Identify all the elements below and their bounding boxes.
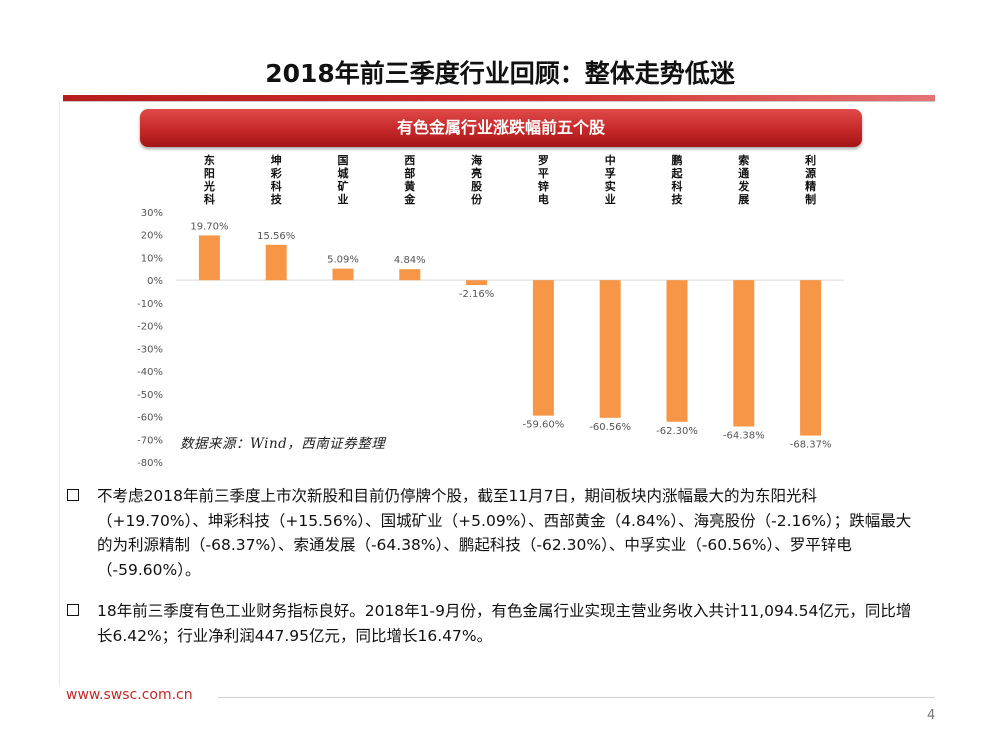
y-tick-label: -20%: [137, 322, 163, 333]
data-label: -60.56%: [589, 422, 631, 433]
y-tick-label: -10%: [137, 299, 163, 310]
y-tick-label: 0%: [147, 276, 163, 287]
data-label: -64.38%: [723, 431, 765, 442]
title-underline-shadow: [63, 101, 935, 102]
data-label: 4.84%: [394, 255, 426, 266]
bullet-item-1: 不考虑2018年前三季度上市次新股和目前仍停牌个股，截至11月7日，期间板块内涨…: [67, 484, 917, 582]
y-tick-label: -50%: [137, 390, 163, 401]
bar: [599, 280, 621, 418]
bullet-text: 18年前三季度有色工业财务指标良好。2018年1-9月份，有色金属行业实现主营业…: [97, 602, 912, 645]
bar: [666, 280, 688, 422]
category-label: 利源精制: [805, 153, 816, 206]
data-label: 19.70%: [190, 221, 228, 232]
y-tick-label: -30%: [137, 344, 163, 355]
left-margin-rule: [59, 101, 60, 686]
footer-url[interactable]: www.swsc.com.cn: [66, 687, 193, 703]
bullet-item-2: 18年前三季度有色工业财务指标良好。2018年1-9月份，有色金属行业实现主营业…: [67, 599, 917, 648]
category-label: 国城矿业: [338, 154, 349, 206]
bar: [532, 280, 554, 416]
bullet-square-icon: [67, 604, 79, 616]
category-label: 鹏起科技: [671, 153, 684, 206]
bar: [198, 235, 220, 281]
bar: [332, 268, 354, 281]
bar: [399, 269, 421, 281]
chart-title-banner: 有色金属行业涨跌幅前五个股: [140, 109, 862, 147]
data-label: 5.09%: [327, 255, 359, 266]
category-label: 西部黄金: [403, 154, 416, 206]
source-note: 数据来源：Wind，西南证券整理: [180, 436, 386, 452]
bar: [466, 280, 488, 286]
data-label: -68.37%: [790, 440, 832, 451]
y-tick-label: -60%: [137, 413, 163, 424]
y-tick-label: 10%: [141, 253, 163, 264]
bar-chart: 30% 20% 10% 0% -10% -20% -30% -40% -50% -60% -70% -…: [137, 153, 844, 469]
data-label: -2.16%: [459, 289, 494, 300]
category-label: 坤彩科技: [270, 153, 283, 206]
page-title: 2018年前三季度行业回顾：整体走势低迷: [265, 59, 735, 88]
y-tick-label: 20%: [141, 231, 163, 242]
data-label: 15.56%: [257, 231, 295, 242]
category-label: 罗平锌电: [538, 154, 549, 206]
bullet-text: 不考虑2018年前三季度上市次新股和目前仍停牌个股，截至11月7日，期间板块内涨…: [97, 487, 912, 579]
title-underline: [63, 95, 935, 101]
bar: [800, 280, 822, 436]
category-label: 海亮股份: [471, 153, 483, 206]
bar: [733, 280, 755, 427]
category-label: 东阳光科: [203, 153, 215, 206]
y-tick-label: 30%: [141, 208, 163, 219]
y-tick-label: -70%: [137, 435, 163, 446]
footer-divider: [218, 697, 935, 698]
y-tick-label: -40%: [137, 367, 163, 378]
data-label: -62.30%: [656, 426, 698, 437]
category-label: 中孚实业: [605, 153, 616, 206]
y-tick-label: -80%: [137, 458, 163, 469]
category-label: 索通发展: [737, 153, 750, 206]
page-number: 4: [927, 708, 936, 723]
bullet-square-icon: [67, 489, 79, 501]
bar: [265, 244, 287, 281]
data-label: -59.60%: [523, 420, 565, 431]
